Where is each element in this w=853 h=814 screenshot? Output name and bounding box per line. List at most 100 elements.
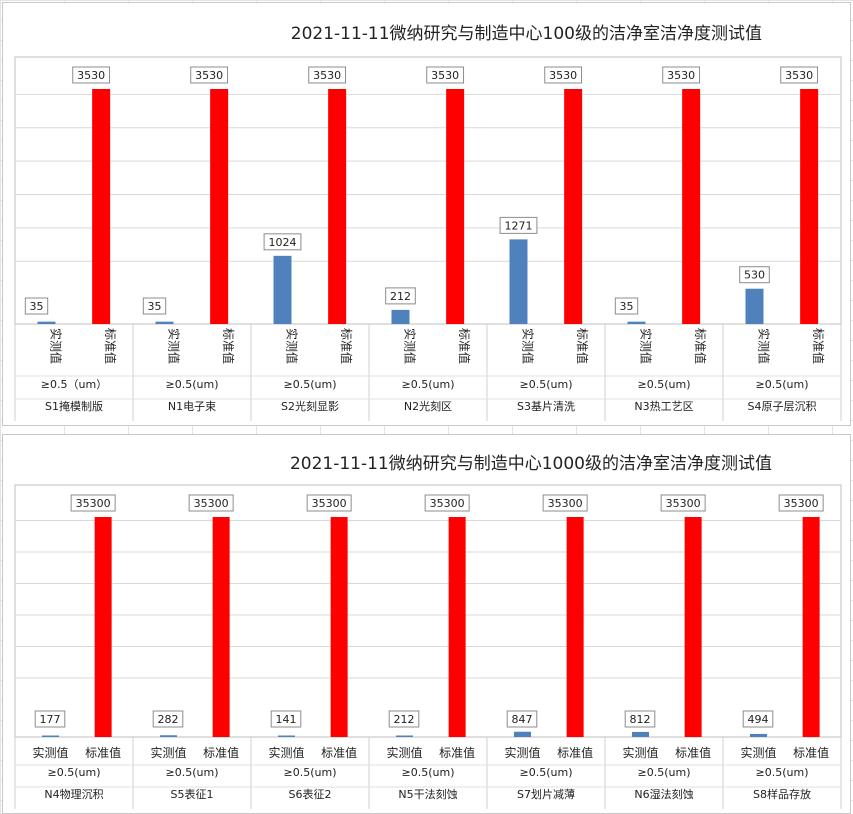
area-label: N1电子束: [168, 400, 216, 413]
measured-bar: [278, 735, 295, 737]
measured-value-label-box: [388, 710, 420, 728]
measured-bar: [750, 733, 767, 737]
particle-size-label: ≥0.5(um): [520, 378, 573, 391]
standard-value-label: 3530: [313, 69, 341, 82]
measured-value-label: 282: [158, 713, 179, 726]
area-label: S4原子层沉积: [748, 400, 817, 413]
standard-value-label-box: [308, 66, 347, 84]
standard-bar: [94, 517, 112, 737]
standard-value-label-box: [190, 66, 229, 84]
standard-bar: [92, 89, 111, 324]
kind-label-standard: 标准值: [793, 745, 829, 760]
kind-label-measured: 实测值: [386, 745, 422, 760]
measured-value-label: 494: [748, 713, 769, 726]
measured-value-label: 141: [276, 713, 297, 726]
kind-label-measured: 实测值: [167, 328, 182, 364]
kind-label-standard: 标准值: [439, 745, 475, 760]
standard-value-label: 35300: [548, 497, 583, 510]
measured-bar: [42, 735, 59, 737]
chart-title: 2021-11-11微纳研究与制造中心1000级的洁净室洁净度测试值: [289, 454, 772, 474]
standard-value-label: 35300: [430, 497, 465, 510]
measured-value-label: 812: [630, 713, 651, 726]
area-label: N3热工艺区: [634, 400, 693, 413]
standard-bar: [448, 517, 466, 737]
standard-value-label: 35300: [76, 497, 111, 510]
standard-value-label: 35300: [194, 497, 229, 510]
measured-value-label-box: [739, 266, 770, 284]
measured-value-label-box: [34, 710, 66, 728]
particle-size-label: ≥0.5(um): [638, 378, 691, 391]
particle-size-label: ≥0.5（um）: [41, 378, 107, 391]
area-label: S3基片清洗: [517, 400, 575, 413]
kind-label-measured: 实测值: [150, 745, 186, 760]
standard-bar: [682, 89, 701, 324]
area-label: N4物理沉积: [44, 787, 103, 801]
standard-value-label-box: [542, 494, 588, 512]
particle-size-label: ≥0.5(um): [756, 378, 809, 391]
kind-label-standard: 标准值: [557, 745, 593, 760]
measured-bar: [396, 735, 413, 737]
standard-value-label-box: [426, 66, 465, 84]
kind-label-measured: 实测值: [622, 745, 658, 760]
measured-bar: [632, 731, 649, 737]
particle-size-label: ≥0.5(um): [402, 766, 455, 779]
standard-bar: [566, 517, 584, 737]
area-label: N2光刻区: [404, 399, 452, 413]
kind-label-standard: 标准值: [221, 328, 236, 364]
cleanroom-100-chart[interactable]: 2021-11-11微纳研究与制造中心100级的洁净室洁净度测试值 35 3530…: [2, 2, 851, 426]
area-label: S2光刻显影: [281, 399, 339, 413]
kind-label-measured: 实测值: [757, 328, 772, 364]
measured-value-label-box: [614, 297, 639, 315]
particle-size-label: ≥0.5(um): [166, 378, 219, 391]
measured-value-label-box: [506, 710, 538, 728]
standard-value-label: 35300: [666, 497, 701, 510]
kind-label-standard: 标准值: [203, 745, 239, 760]
plot-area: [14, 56, 842, 325]
particle-size-label: ≥0.5(um): [402, 378, 455, 391]
measured-value-label: 1024: [269, 236, 297, 249]
kind-label-standard: 标准值: [811, 328, 826, 364]
kind-label-standard: 标准值: [321, 745, 357, 760]
measured-bar: [514, 731, 531, 737]
standard-value-label-box: [70, 494, 116, 512]
measured-bar: [627, 321, 646, 324]
kind-label-measured: 实测值: [403, 328, 418, 364]
standard-bar: [328, 89, 347, 324]
standard-value-label-box: [424, 494, 470, 512]
standard-value-label: 3530: [667, 69, 695, 82]
measured-bar: [37, 321, 56, 324]
standard-bar: [446, 89, 465, 324]
measured-value-label: 212: [394, 713, 415, 726]
cleanroom-1000-chart[interactable]: 2021-11-11微纳研究与制造中心1000级的洁净室洁净度测试值 177 35…: [2, 434, 851, 814]
area-label: S7划片减薄: [517, 787, 575, 801]
standard-value-label: 3530: [785, 69, 813, 82]
kind-label-measured: 实测值: [639, 328, 654, 364]
standard-value-label-box: [188, 494, 234, 512]
area-label: S6表征2: [289, 787, 332, 801]
kind-label-standard: 标准值: [457, 328, 472, 364]
kind-label-standard: 标准值: [339, 328, 354, 364]
measured-value-label: 35: [620, 300, 634, 313]
measured-value-label-box: [24, 297, 49, 315]
particle-size-label: ≥0.5(um): [520, 766, 573, 779]
standard-bar: [800, 89, 819, 324]
area-label: S1掩模制版: [45, 399, 103, 413]
measured-value-label: 1271: [505, 219, 533, 232]
kind-label-standard: 标准值: [103, 328, 118, 364]
standard-value-label-box: [780, 66, 819, 84]
particle-size-label: ≥0.5(um): [756, 766, 809, 779]
standard-bar: [210, 89, 229, 324]
standard-value-label-box: [544, 66, 583, 84]
kind-label-measured: 实测值: [504, 745, 540, 760]
standard-bar: [212, 517, 230, 737]
plot-area: [14, 484, 842, 738]
standard-bar: [802, 517, 820, 737]
measured-value-label-box: [263, 233, 302, 251]
area-label: N5干法刻蚀: [398, 787, 457, 801]
particle-size-label: ≥0.5(um): [166, 766, 219, 779]
standard-value-label-box: [72, 66, 111, 84]
chart-plot: 177 35300 实测值 标准值 ≥0.5(um) N4物理沉积 282 35300 实测值 标…: [14, 484, 842, 809]
kind-label-measured: 实测值: [521, 328, 536, 364]
standard-value-label: 3530: [77, 69, 105, 82]
measured-value-label-box: [742, 710, 774, 728]
